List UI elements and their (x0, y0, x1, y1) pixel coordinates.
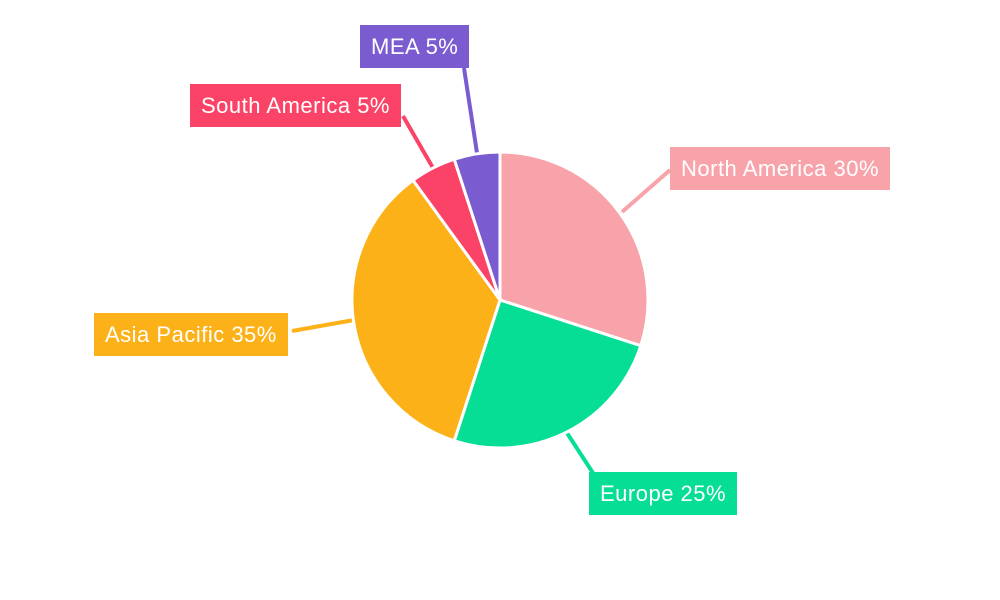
pie-slice-mea[interactable] (452, 150, 502, 302)
leader-line-europe (565, 431, 595, 475)
leader-line-south-america (401, 115, 435, 169)
pie-label-north-america: North America 30% (670, 147, 891, 190)
leader-lines (291, 67, 672, 475)
pie-slice-europe[interactable] (452, 298, 643, 450)
pie-slice-north-america[interactable] (498, 150, 650, 348)
pie-label-mea: MEA 5% (360, 25, 470, 68)
leader-line-north-america (620, 168, 672, 214)
pie-label-south-america: South America 5% (190, 84, 401, 127)
pie-label-europe: Europe 25% (589, 472, 738, 515)
leader-line-mea (462, 67, 479, 154)
pie-slice-asia-pacific[interactable] (350, 178, 502, 443)
leader-line-asia-pacific (291, 318, 355, 333)
pie-slices (350, 150, 650, 450)
pie-label-asia-pacific: Asia Pacific 35% (94, 313, 288, 356)
